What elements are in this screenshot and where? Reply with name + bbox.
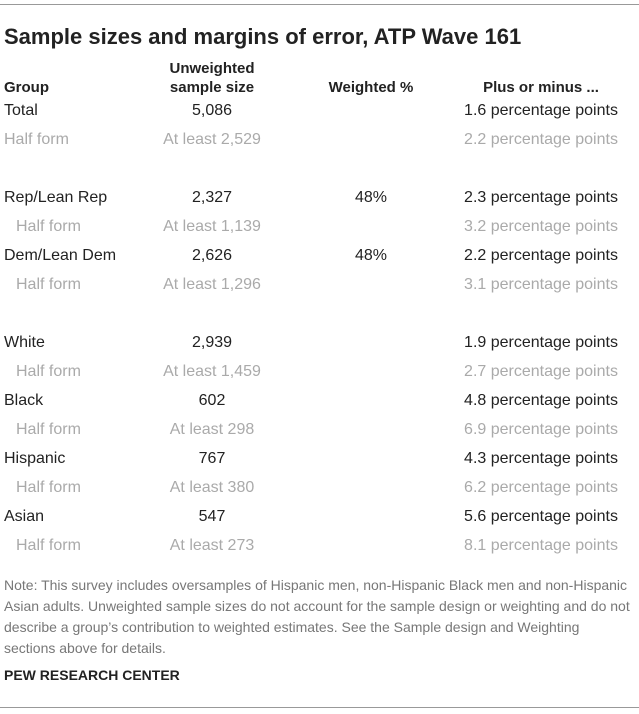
margin-cell: 4.8 percentage points	[464, 392, 618, 409]
source: PEW RESEARCH CENTER	[4, 667, 180, 683]
margin-cell: 1.6 percentage points	[464, 102, 618, 119]
group-cell: Rep/Lean Rep	[4, 189, 108, 206]
unweighted-cell: At least 380	[169, 479, 255, 496]
margin-cell: 3.2 percentage points	[464, 218, 618, 235]
group-cell: Hispanic	[4, 450, 66, 467]
unweighted-cell: At least 1,139	[163, 218, 261, 235]
header-margin: Plus or minus ...	[483, 79, 599, 96]
unweighted-cell: At least 273	[169, 537, 255, 554]
group-cell: Half form	[16, 363, 81, 380]
group-cell: Half form	[4, 131, 69, 148]
note: Note: This survey includes oversamples o…	[4, 577, 630, 656]
bottom-rule	[0, 707, 639, 708]
margin-cell: 1.9 percentage points	[464, 334, 618, 351]
unweighted-cell: At least 298	[169, 421, 255, 438]
margin-cell: 5.6 percentage points	[464, 508, 618, 525]
unweighted-cell: At least 1,459	[163, 363, 261, 380]
header-group: Group	[4, 79, 49, 96]
unweighted-cell: At least 1,296	[163, 276, 261, 293]
group-cell: Half form	[16, 421, 81, 438]
unweighted-cell: 5,086	[191, 102, 233, 119]
margin-cell: 2.3 percentage points	[464, 189, 618, 206]
margin-cell: 2.2 percentage points	[464, 247, 618, 264]
header-unweighted: Unweighted sample size	[169, 60, 255, 96]
margin-cell: 8.1 percentage points	[464, 537, 618, 554]
header-weighted: Weighted %	[328, 79, 414, 96]
unweighted-cell: 602	[198, 392, 226, 409]
margin-cell: 3.1 percentage points	[464, 276, 618, 293]
top-rule	[0, 4, 639, 5]
weighted-cell: 48%	[354, 189, 388, 206]
group-cell: Total	[4, 102, 38, 119]
group-cell: Half form	[16, 479, 81, 496]
group-cell: Dem/Lean Dem	[4, 247, 117, 264]
unweighted-cell: At least 2,529	[163, 131, 261, 148]
title: Sample sizes and margins of error, ATP W…	[4, 24, 522, 49]
group-cell: White	[4, 334, 45, 351]
margin-cell: 6.9 percentage points	[464, 421, 618, 438]
margin-cell: 2.2 percentage points	[464, 131, 618, 148]
margin-cell: 2.7 percentage points	[464, 363, 618, 380]
weighted-cell: 48%	[354, 247, 388, 264]
unweighted-cell: 2,939	[191, 334, 233, 351]
margin-cell: 4.3 percentage points	[464, 450, 618, 467]
group-cell: Half form	[16, 276, 81, 293]
unweighted-cell: 2,327	[191, 189, 233, 206]
unweighted-cell: 767	[198, 450, 226, 467]
unweighted-cell: 2,626	[191, 247, 233, 264]
group-cell: Asian	[4, 508, 45, 525]
margin-cell: 6.2 percentage points	[464, 479, 618, 496]
group-cell: Half form	[16, 537, 81, 554]
unweighted-cell: 547	[198, 508, 226, 525]
group-cell: Half form	[16, 218, 81, 235]
group-cell: Black	[4, 392, 44, 409]
